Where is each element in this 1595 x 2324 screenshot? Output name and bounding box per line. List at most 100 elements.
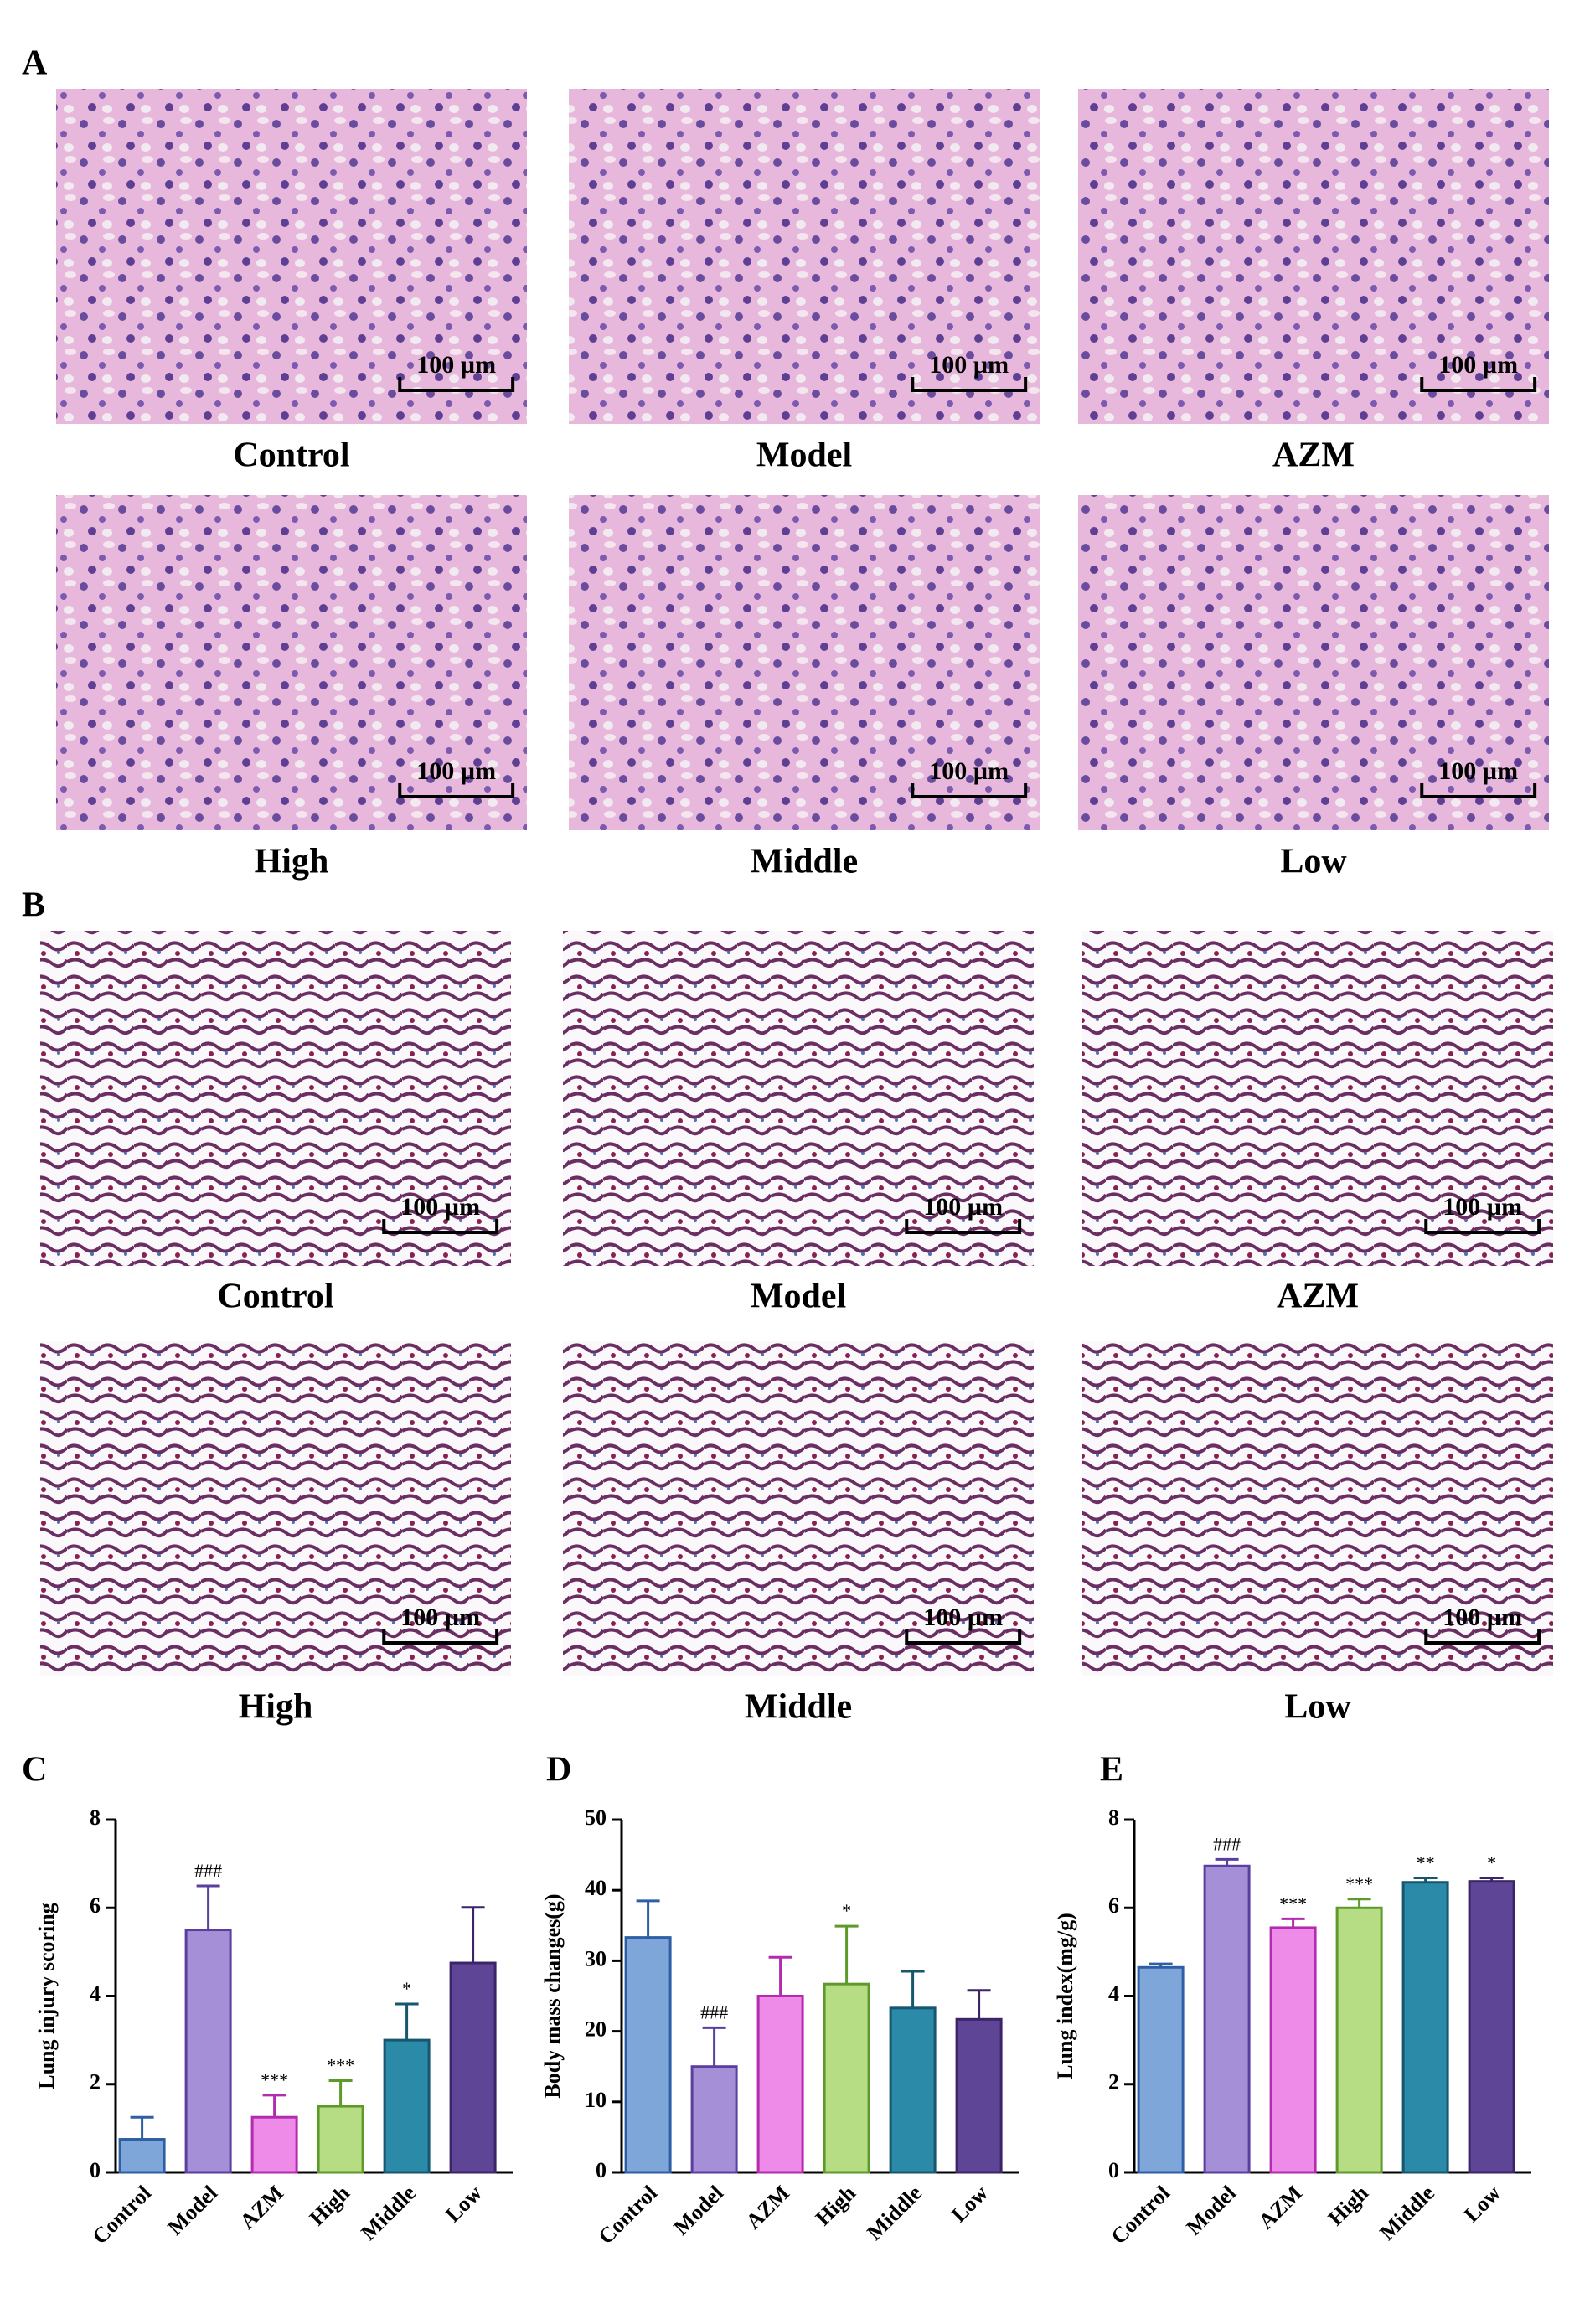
panel-label: E xyxy=(1100,1751,1123,1789)
error-bar xyxy=(768,1955,792,1996)
scale-bar-label: 100 µm xyxy=(923,1193,1003,1221)
panel-label: C xyxy=(22,1751,47,1789)
significance-label: * xyxy=(1487,1852,1496,1873)
x-tick-label: Control xyxy=(1107,2181,1174,2249)
scale-bar xyxy=(382,1219,499,1234)
micrograph xyxy=(1082,1341,1553,1676)
y-tick-label: 0 xyxy=(596,2158,607,2182)
bar xyxy=(1203,1864,1251,2174)
bar xyxy=(889,2006,937,2174)
error-bar xyxy=(1347,1898,1371,1908)
bar xyxy=(1335,1906,1383,2174)
error-bar xyxy=(395,2002,419,2041)
scale-bar-label: 100 µm xyxy=(929,351,1009,379)
panel-label: D xyxy=(546,1751,571,1789)
significance-label: * xyxy=(842,1900,851,1921)
bar xyxy=(383,2038,431,2174)
y-tick-label: 0 xyxy=(1108,2158,1119,2182)
y-tick-label: 0 xyxy=(90,2158,101,2182)
scale-bar xyxy=(1424,1219,1541,1234)
bar xyxy=(449,1961,497,2174)
bar xyxy=(823,1982,870,2174)
significance-label: ** xyxy=(1417,1852,1435,1873)
y-tick-label: 30 xyxy=(585,1946,607,1970)
scale-bar xyxy=(1424,1629,1541,1645)
error-bar xyxy=(461,1906,485,1964)
bar xyxy=(250,2115,298,2174)
y-axis-label: Lung injury scoring xyxy=(34,1903,59,2089)
scale-bar-label: 100 µm xyxy=(400,1193,480,1221)
y-tick-label: 50 xyxy=(585,1805,607,1830)
image-caption: Model xyxy=(756,436,852,475)
y-tick-label: 6 xyxy=(90,1893,101,1918)
micrograph xyxy=(56,89,527,424)
bar xyxy=(690,2065,738,2174)
error-bar xyxy=(834,1924,859,1985)
x-tick-label: AZM xyxy=(1254,2181,1307,2234)
y-tick-label: 2 xyxy=(90,2070,101,2094)
scale-bar-label: 100 µm xyxy=(1443,1604,1522,1631)
significance-label: * xyxy=(402,1978,411,1999)
scale-bar-label: 100 µm xyxy=(400,1604,480,1631)
content: A 100 µm Control 100 µm Model 100 µm AZM 100 µm… xyxy=(22,44,1553,2249)
significance-label: *** xyxy=(1279,1893,1307,1913)
micrograph xyxy=(563,1341,1034,1676)
error-bar xyxy=(702,2026,726,2067)
image-caption: Control xyxy=(233,436,349,475)
bar xyxy=(1137,1965,1185,2174)
micrograph xyxy=(40,931,511,1266)
scale-bar xyxy=(398,783,515,798)
x-tick-label: High xyxy=(305,2181,355,2231)
scale-bar xyxy=(382,1629,499,1645)
image-caption: Middle xyxy=(745,1688,852,1727)
x-tick-label: Low xyxy=(1459,2181,1505,2227)
scale-bar xyxy=(911,783,1028,798)
scale-bar-label: 100 µm xyxy=(923,1604,1003,1631)
y-tick-label: 40 xyxy=(585,1876,607,1900)
scale-bar xyxy=(398,377,515,392)
micrograph xyxy=(569,495,1040,830)
scale-bar xyxy=(905,1629,1022,1645)
y-tick-label: 6 xyxy=(1108,1893,1119,1918)
x-tick-label: Control xyxy=(88,2181,156,2249)
scale-bar xyxy=(1420,377,1537,392)
bar xyxy=(118,2138,166,2174)
image-caption: AZM xyxy=(1272,436,1355,475)
x-tick-label: Model xyxy=(1182,2181,1241,2240)
image-caption: High xyxy=(239,1688,313,1727)
micrograph xyxy=(563,931,1034,1266)
significance-label: *** xyxy=(327,2055,354,2076)
x-tick-label: Control xyxy=(594,2181,662,2249)
image-caption: Low xyxy=(1284,1688,1351,1727)
scale-bar xyxy=(911,377,1028,392)
significance-label: ### xyxy=(700,2001,728,2022)
bar xyxy=(1401,1881,1449,2174)
x-tick-label: Middle xyxy=(356,2181,421,2245)
micrograph xyxy=(569,89,1040,424)
bar xyxy=(184,1929,232,2174)
bar xyxy=(756,1995,804,2174)
x-tick-label: AZM xyxy=(741,2181,794,2234)
x-tick-label: High xyxy=(811,2181,861,2231)
error-bar xyxy=(901,1970,925,2008)
y-axis-label: Lung index(mg/g) xyxy=(1053,1913,1077,2079)
error-bar xyxy=(636,1899,660,1938)
error-bar xyxy=(1281,1917,1305,1928)
y-tick-label: 4 xyxy=(1108,1981,1119,2006)
scale-bar xyxy=(1420,783,1537,798)
y-tick-label: 10 xyxy=(585,2088,607,2112)
x-tick-label: Model xyxy=(163,2181,223,2240)
error-bar xyxy=(967,1989,991,2020)
significance-label: ### xyxy=(1213,1833,1241,1854)
y-axis-label: Body mass changes(g) xyxy=(540,1893,565,2098)
y-tick-label: 20 xyxy=(585,2017,607,2042)
bar xyxy=(955,2017,1003,2174)
x-tick-label: High xyxy=(1324,2181,1374,2231)
y-tick-label: 2 xyxy=(1108,2070,1119,2094)
x-tick-label: Low xyxy=(947,2181,993,2227)
y-tick-label: 8 xyxy=(1108,1805,1119,1830)
scale-bar-label: 100 µm xyxy=(416,757,496,785)
scale-bar-label: 100 µm xyxy=(1438,757,1518,785)
